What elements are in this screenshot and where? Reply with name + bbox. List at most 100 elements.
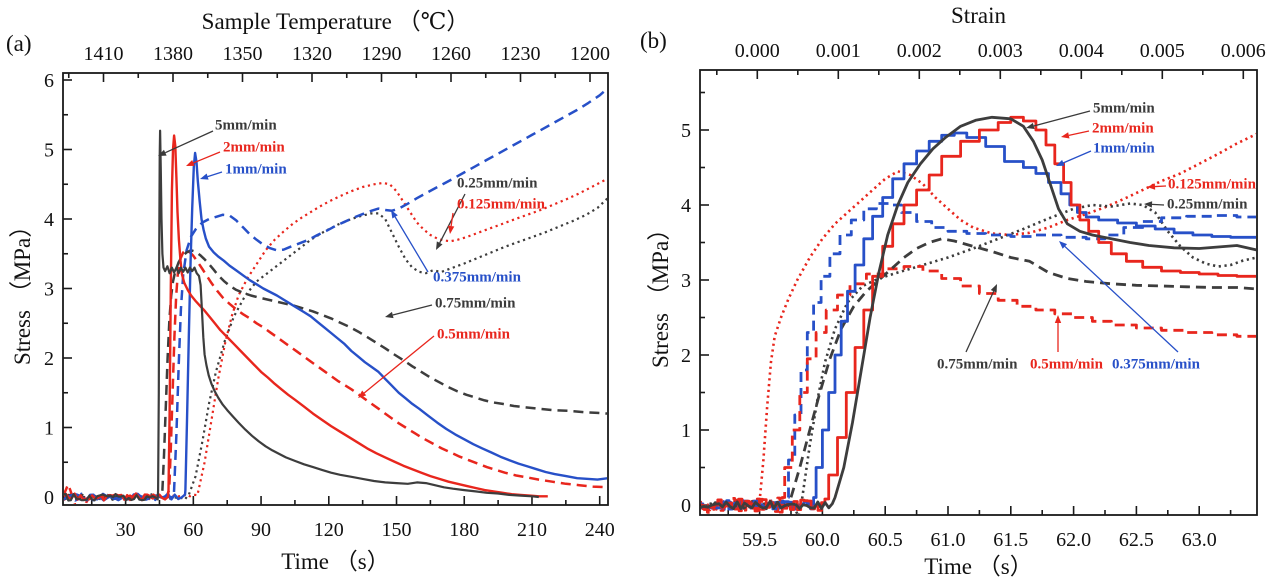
annotation-label-0-25mm-min: 0.25mm/min [457, 175, 538, 191]
svg-text:62.5: 62.5 [1119, 529, 1154, 551]
annotation-arrow-line [193, 151, 221, 164]
annotation-arrow-line [207, 171, 223, 178]
annotation-arrow-line [392, 304, 433, 316]
svg-text:0.004: 0.004 [1059, 40, 1104, 62]
annotation-label-1mm-min: 1mm/min [1093, 140, 1155, 156]
svg-text:4: 4 [44, 209, 54, 231]
curve-0-5mm-min [701, 265, 1256, 514]
svg-text:1230: 1230 [501, 43, 541, 65]
annotation-arrowhead [1147, 183, 1156, 190]
panel-b: 59.5 60.0 60.5 61.0 61.5 62.0 62.5 63.0 0.000 0.0… [681, 40, 1266, 551]
svg-text:62.0: 62.0 [1056, 529, 1091, 551]
annotation-arrow-line [1068, 130, 1090, 136]
svg-text:0.000: 0.000 [735, 40, 780, 62]
svg-text:1260: 1260 [431, 43, 471, 65]
annotation-arrow-line [394, 216, 429, 273]
svg-text:1: 1 [681, 420, 691, 442]
annotation-label-1mm-min: 1mm/min [225, 161, 287, 177]
annotation-arrowhead [358, 390, 367, 398]
annotation-arrowhead [1144, 201, 1153, 208]
svg-text:60.5: 60.5 [868, 529, 903, 551]
annotation-label-0-125mm-min: 0.125mm/min [1168, 176, 1257, 192]
annotation-label-2mm-min: 2mm/min [223, 139, 285, 155]
annotation-arrow-line [1063, 150, 1092, 164]
annotation-arrowhead [1054, 315, 1062, 323]
svg-text:0.006: 0.006 [1221, 40, 1266, 62]
annotation-arrowhead [1059, 241, 1068, 249]
annotation-label-0-375mm-min: 0.375mm/min [1112, 356, 1201, 372]
svg-text:0.001: 0.001 [816, 40, 861, 62]
annotation-arrowhead [391, 210, 398, 219]
annotation-label-5mm-min: 5mm/min [1093, 100, 1155, 116]
annotation-arrowhead [200, 173, 209, 180]
annotation-label-0-25mm-min: 0.25mm/min [1167, 196, 1248, 212]
annotation-label-0-375mm-min: 0.375mm/min [433, 269, 522, 285]
annotation-arrow-line [165, 130, 214, 154]
svg-text:1: 1 [44, 418, 54, 440]
annotation-label-0-125mm-min: 0.125mm/min [457, 196, 546, 212]
annotation-label-5mm-min: 5mm/min [215, 117, 277, 133]
annotation-arrow-line [1064, 245, 1179, 353]
svg-text:210: 210 [517, 519, 547, 541]
svg-text:1350: 1350 [223, 43, 263, 65]
plot-frame [62, 72, 609, 506]
svg-text:240: 240 [585, 519, 615, 541]
svg-text:6: 6 [44, 70, 54, 92]
curves [64, 87, 607, 504]
curve-0-75mm-min [64, 249, 607, 501]
svg-text:3: 3 [44, 279, 54, 301]
annotation-arrowhead [1026, 122, 1035, 130]
svg-text:60.0: 60.0 [805, 529, 840, 551]
svg-text:1320: 1320 [292, 43, 332, 65]
svg-text:1410: 1410 [84, 43, 124, 65]
svg-text:150: 150 [382, 519, 412, 541]
annotation-label-0-5mm-min: 0.5mm/min [437, 326, 511, 342]
annotation-label-2mm-min: 2mm/min [1092, 120, 1154, 136]
annotation-arrowhead [990, 284, 997, 293]
axis-ticks [63, 73, 601, 505]
annotation-arrowhead [186, 159, 195, 166]
svg-text:61.0: 61.0 [931, 529, 966, 551]
curve-5mm-min [64, 129, 539, 502]
annotation-arrow-line [1033, 110, 1091, 127]
svg-text:2: 2 [681, 345, 691, 367]
curve-0-75mm-min [701, 237, 1256, 511]
svg-text:1200: 1200 [570, 43, 610, 65]
annotation-arrowhead [1061, 132, 1070, 139]
annotation-label-0-75mm-min: 0.75mm/min [435, 295, 516, 311]
axis-tick-labels: 59.5 60.0 60.5 61.0 61.5 62.0 62.5 63.0 0.000 0.0… [681, 40, 1266, 551]
svg-text:2: 2 [44, 348, 54, 370]
svg-text:0.005: 0.005 [1140, 40, 1185, 62]
svg-text:60: 60 [183, 519, 203, 541]
annotation-label-0-75mm-min: 0.75mm/min [937, 356, 1018, 372]
svg-text:1380: 1380 [153, 43, 193, 65]
curve-0-5mm-min [64, 249, 607, 504]
svg-text:0.003: 0.003 [978, 40, 1023, 62]
annotation-arrowhead [158, 149, 167, 156]
annotation-arrow-line [1154, 185, 1167, 188]
svg-text:90: 90 [251, 519, 271, 541]
curve-0-25mm-min [64, 197, 607, 501]
plot-frame [699, 69, 1258, 516]
svg-text:0: 0 [681, 495, 691, 517]
curve-0-375mm-min [64, 87, 607, 502]
svg-text:59.5: 59.5 [742, 529, 777, 551]
annotation-arrow-line [1151, 203, 1165, 206]
annotation-arrowhead [436, 241, 443, 250]
annotation-arrowhead [447, 225, 455, 234]
svg-text:61.5: 61.5 [993, 529, 1028, 551]
svg-text:0.002: 0.002 [897, 40, 942, 62]
curve-2mm-min [701, 115, 1256, 512]
annotation-arrow-line [965, 291, 995, 353]
annotation-label-0-5mm-min: 0.5mm/min [1030, 356, 1104, 372]
svg-text:5: 5 [44, 140, 54, 162]
svg-text:63.0: 63.0 [1182, 529, 1217, 551]
svg-text:30: 30 [116, 519, 136, 541]
annotations: 5mm/min 2mm/min 1mm/min 0.25mm/min 0.125mm/m… [158, 117, 546, 398]
svg-text:180: 180 [449, 519, 479, 541]
annotations: 5mm/min 2mm/min 1mm/min 0.125mm/min 0.25mm/m… [937, 100, 1257, 372]
svg-text:1290: 1290 [362, 43, 402, 65]
